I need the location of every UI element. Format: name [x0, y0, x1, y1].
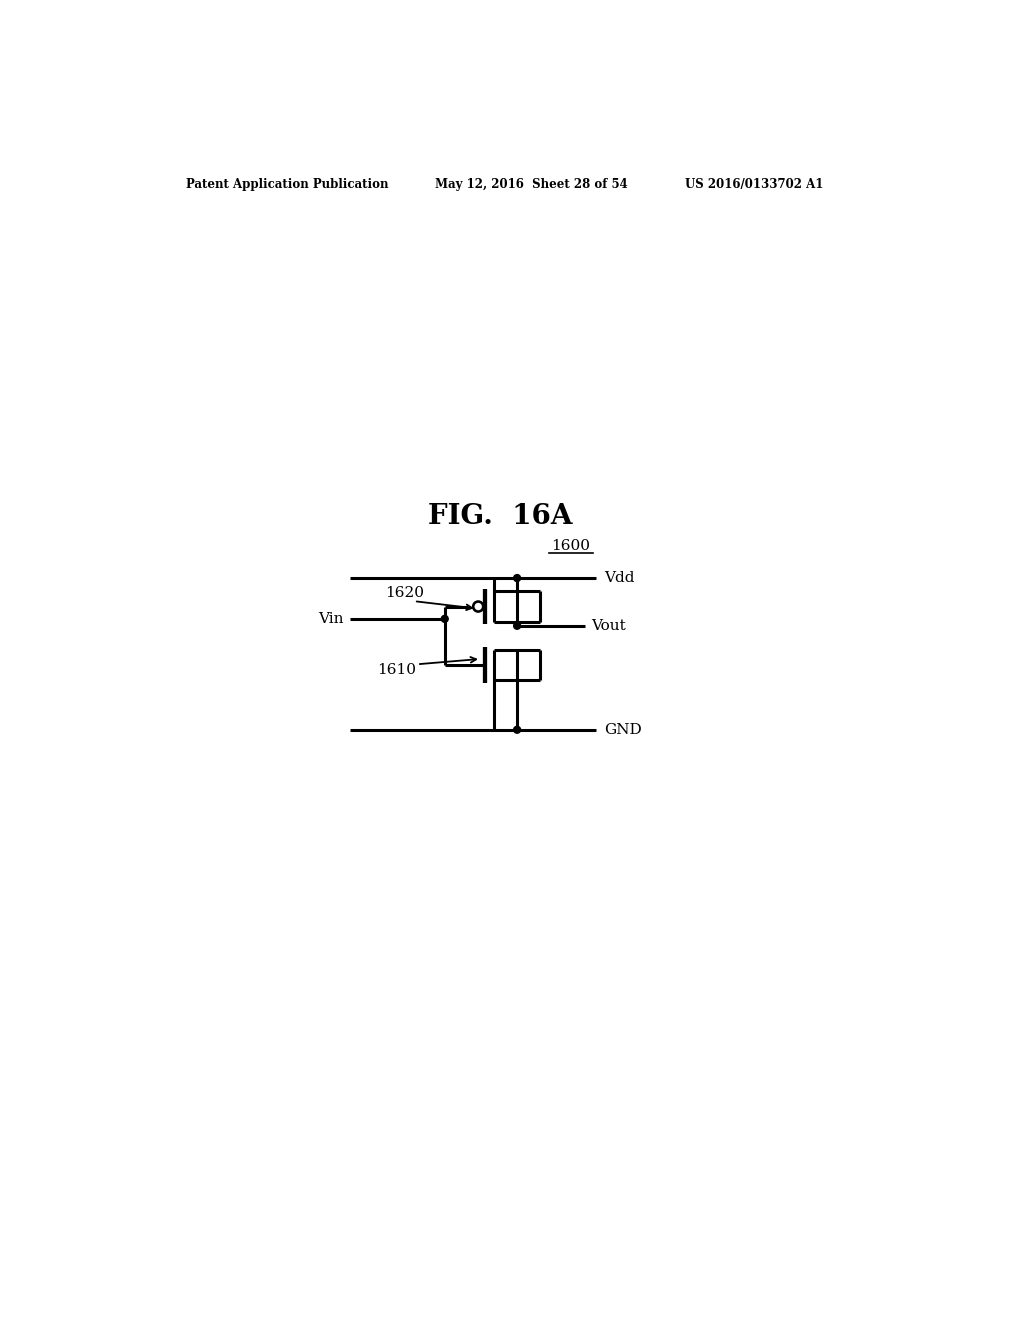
Circle shape: [514, 574, 520, 582]
Circle shape: [514, 726, 520, 733]
Text: GND: GND: [604, 723, 642, 737]
Text: Vout: Vout: [591, 619, 626, 632]
Circle shape: [514, 622, 520, 630]
Circle shape: [441, 615, 449, 622]
Text: Vin: Vin: [318, 612, 344, 626]
Text: 1610: 1610: [377, 664, 416, 677]
Text: 1620: 1620: [385, 586, 424, 601]
Text: May 12, 2016  Sheet 28 of 54: May 12, 2016 Sheet 28 of 54: [435, 178, 628, 190]
Text: Patent Application Publication: Patent Application Publication: [186, 178, 388, 190]
Text: Vdd: Vdd: [604, 572, 635, 585]
Text: FIG.  16A: FIG. 16A: [428, 503, 572, 529]
Text: US 2016/0133702 A1: US 2016/0133702 A1: [685, 178, 823, 190]
Text: 1600: 1600: [552, 539, 591, 553]
